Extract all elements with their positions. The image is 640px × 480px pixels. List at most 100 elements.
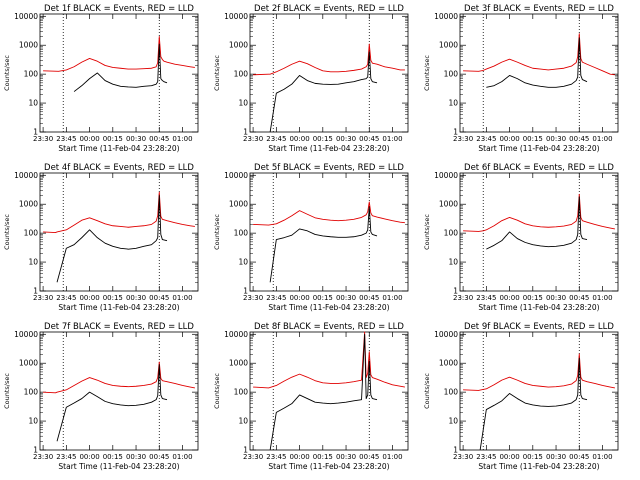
x-tick-label: 01:00 (592, 135, 612, 143)
x-tick-label: 23:45 (56, 453, 76, 461)
y-tick-label: 10000 (224, 330, 248, 339)
x-tick-label: 23:30 (453, 135, 473, 143)
x-tick-label: 00:30 (336, 453, 356, 461)
chart-title: Det 9f BLACK = Events, RED = LLD (464, 322, 614, 332)
chart-title: Det 1f BLACK = Events, RED = LLD (44, 4, 194, 14)
y-tick-label: 10 (28, 258, 38, 267)
x-tick-label: 23:30 (33, 135, 53, 143)
x-tick-label: 00:45 (359, 453, 379, 461)
x-tick-label: 01:00 (172, 453, 192, 461)
series-line-events (486, 37, 588, 88)
chart-title: Det 8f BLACK = Events, RED = LLD (254, 322, 404, 332)
series-line-events (269, 333, 378, 451)
y-tick-label: 1 (243, 287, 248, 296)
x-tick-label: 00:00 (79, 135, 99, 143)
x-tick-label: 00:30 (336, 294, 356, 302)
chart-title: Det 4f BLACK = Events, RED = LLD (44, 163, 194, 173)
x-tick-label: 00:00 (289, 135, 309, 143)
x-tick-label: 00:00 (289, 294, 309, 302)
y-tick-label: 1000 (229, 359, 248, 368)
x-tick-label: 00:15 (523, 453, 543, 461)
series-line-lld (463, 193, 615, 232)
plot-frame (249, 13, 409, 133)
x-tick-label: 00:00 (499, 294, 519, 302)
x-tick-label: 00:30 (126, 453, 146, 461)
detector-chart-8: Det 8f BLACK = Events, RED = LLD Counts/s… (213, 322, 409, 471)
x-tick-label: 00:30 (126, 135, 146, 143)
x-tick-label: 00:15 (103, 294, 123, 302)
y-tick-label: 10 (448, 417, 458, 426)
x-tick-label: 00:00 (499, 135, 519, 143)
series-line-lld (43, 36, 195, 72)
series-line-events (56, 195, 168, 283)
detector-chart-3: Det 3f BLACK = Events, RED = LLD Counts/s… (423, 4, 619, 153)
series-line-events (73, 43, 168, 92)
x-tick-label: 23:45 (476, 294, 496, 302)
series-line-events (479, 357, 588, 451)
y-tick-label: 100 (444, 70, 459, 79)
y-tick-label: 100 (234, 70, 249, 79)
detector-chart-4: Det 4f BLACK = Events, RED = LLD Counts/s… (3, 163, 199, 312)
x-tick-label: 00:15 (313, 453, 333, 461)
y-tick-label: 1 (453, 446, 458, 455)
x-tick-label: 23:45 (476, 135, 496, 143)
y-tick-label: 10000 (434, 330, 458, 339)
x-tick-label: 23:30 (453, 453, 473, 461)
x-tick-label: 01:00 (382, 294, 402, 302)
x-tick-label: 00:15 (313, 135, 333, 143)
x-tick-label: 23:45 (266, 135, 286, 143)
y-tick-label: 10 (448, 258, 458, 267)
y-tick-label: 10 (28, 99, 38, 108)
series-line-events (269, 206, 378, 283)
x-tick-label: 00:30 (546, 453, 566, 461)
y-tick-label: 1000 (19, 41, 38, 50)
plot-frame (249, 172, 409, 292)
x-tick-label: 23:30 (243, 294, 263, 302)
y-tick-label: 10000 (434, 12, 458, 21)
detector-chart-5: Det 5f BLACK = Events, RED = LLD Counts/s… (213, 163, 409, 312)
x-tick-label: 23:30 (33, 294, 53, 302)
x-tick-label: 00:00 (79, 294, 99, 302)
y-tick-label: 10000 (224, 12, 248, 21)
detector-chart-9: Det 9f BLACK = Events, RED = LLD Counts/s… (423, 322, 619, 471)
x-tick-label: 00:00 (499, 453, 519, 461)
x-tick-label: 23:30 (243, 453, 263, 461)
y-tick-label: 1 (33, 287, 38, 296)
y-tick-label: 100 (24, 388, 39, 397)
y-tick-label: 100 (444, 229, 459, 238)
x-tick-label: 00:30 (546, 294, 566, 302)
series-line-lld (43, 361, 195, 394)
y-tick-label: 10 (28, 417, 38, 426)
series-line-lld (43, 191, 195, 233)
y-axis-label: Counts/sec (423, 373, 431, 409)
x-tick-label: 23:45 (266, 294, 286, 302)
x-tick-label: 00:45 (359, 294, 379, 302)
x-tick-label: 00:45 (149, 135, 169, 143)
y-tick-label: 100 (444, 388, 459, 397)
x-tick-label: 00:00 (289, 453, 309, 461)
y-axis-label: Counts/sec (423, 214, 431, 250)
y-axis-label: Counts/sec (423, 55, 431, 91)
series-line-events (486, 196, 588, 250)
x-axis-label: Start Time (11-Feb-04 23:28:20) (478, 303, 599, 312)
x-tick-label: 23:30 (243, 135, 263, 143)
y-tick-label: 100 (234, 388, 249, 397)
detector-chart-6: Det 6f BLACK = Events, RED = LLD Counts/s… (423, 163, 619, 312)
y-tick-label: 100 (234, 229, 249, 238)
y-tick-label: 1000 (19, 200, 38, 209)
x-tick-label: 00:30 (126, 294, 146, 302)
x-tick-label: 00:45 (149, 453, 169, 461)
y-tick-label: 1000 (229, 41, 248, 50)
x-axis-label: Start Time (11-Feb-04 23:28:20) (58, 462, 179, 471)
x-axis-label: Start Time (11-Feb-04 23:28:20) (268, 462, 389, 471)
x-tick-label: 00:15 (313, 294, 333, 302)
series-line-lld (253, 43, 405, 76)
x-axis-label: Start Time (11-Feb-04 23:28:20) (58, 303, 179, 312)
series-line-lld (253, 201, 405, 226)
series-line-events (56, 364, 168, 442)
x-axis-label: Start Time (11-Feb-04 23:28:20) (58, 144, 179, 153)
plot-frame (459, 172, 619, 292)
plot-frame (39, 172, 199, 292)
y-tick-label: 10 (238, 99, 248, 108)
